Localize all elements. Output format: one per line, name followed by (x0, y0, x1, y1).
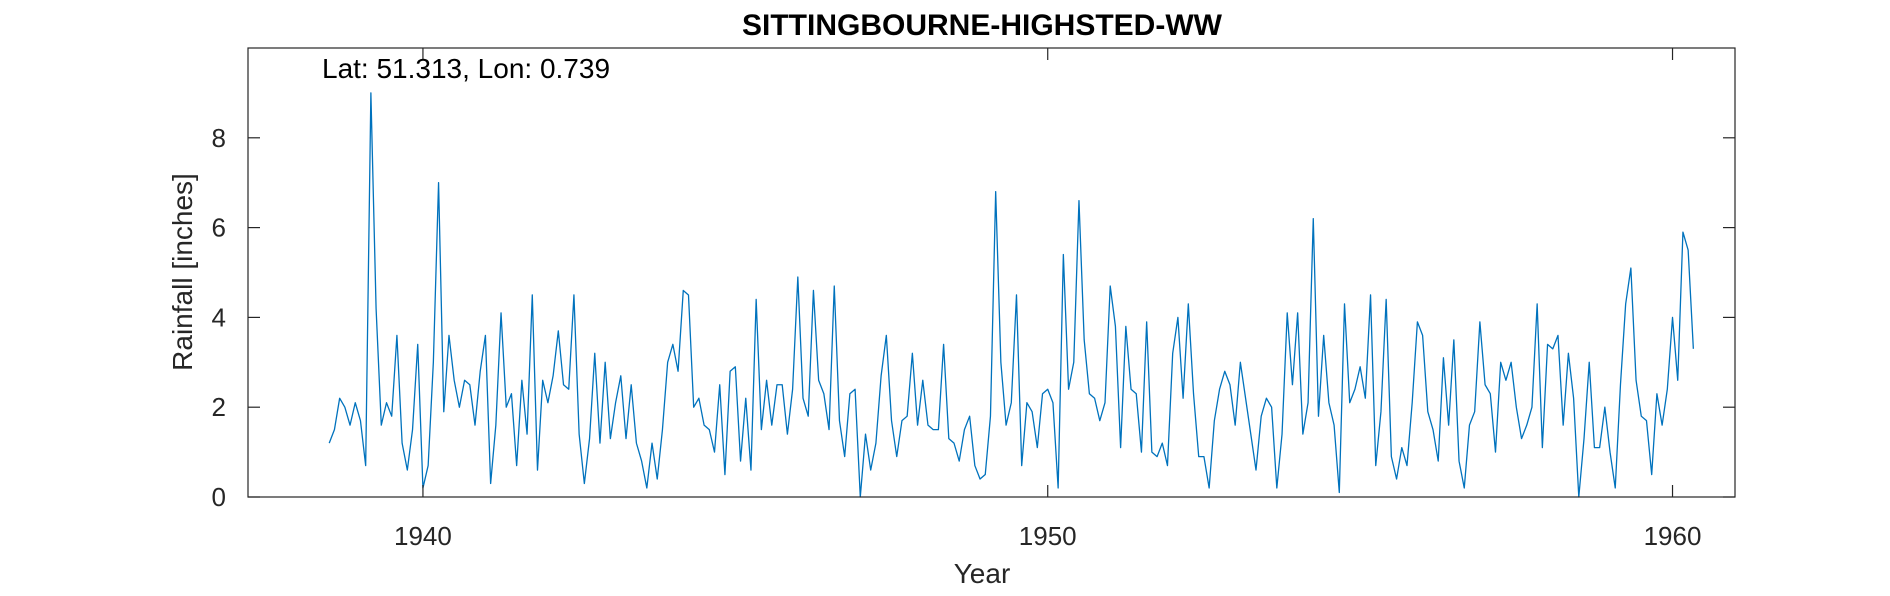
plot-area (328, 92, 1694, 498)
location-annotation: Lat: 51.313, Lon: 0.739 (322, 53, 610, 84)
x-axis-label: Year (954, 558, 1011, 589)
y-tick-label: 6 (212, 213, 226, 243)
y-axis-label: Rainfall [inches] (167, 173, 198, 371)
chart-title: SITTINGBOURNE-HIGHSTED-WW (742, 9, 1223, 42)
rainfall-series-line (328, 92, 1694, 498)
axis-ticks: 1940 1950 1960 0 2 4 6 8 (212, 48, 1735, 551)
x-tick-label: 1960 (1644, 521, 1702, 551)
y-tick-label: 2 (212, 392, 226, 422)
y-tick-label: 8 (212, 123, 226, 153)
y-tick-label: 4 (212, 302, 226, 332)
x-tick-label: 1940 (394, 521, 452, 551)
x-tick-label: 1950 (1019, 521, 1077, 551)
axes-box (247, 47, 1736, 498)
y-tick-label: 0 (212, 482, 226, 512)
